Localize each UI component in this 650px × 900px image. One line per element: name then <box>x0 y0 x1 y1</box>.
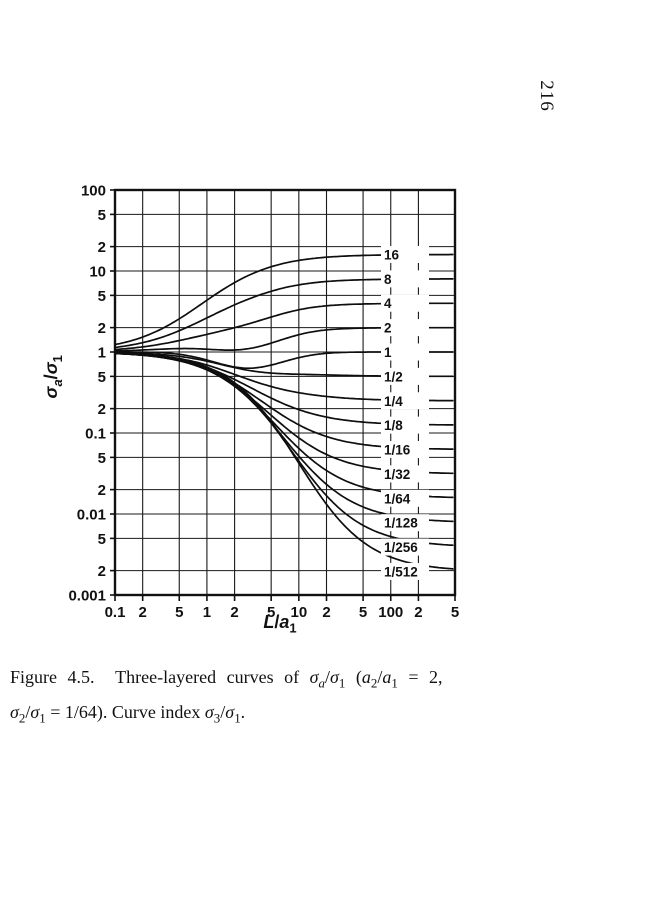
figure-caption: Figure 4.5. Three-layered curves of σa/σ… <box>10 663 562 732</box>
svg-text:2: 2 <box>98 239 106 256</box>
svg-text:1/4: 1/4 <box>384 394 403 409</box>
svg-text:1/32: 1/32 <box>384 467 410 482</box>
svg-text:2: 2 <box>98 401 106 418</box>
svg-text:5: 5 <box>98 450 106 467</box>
svg-text:8: 8 <box>384 272 392 287</box>
svg-text:1/256: 1/256 <box>384 540 418 555</box>
svg-text:2: 2 <box>98 482 106 499</box>
svg-text:2: 2 <box>138 604 146 621</box>
svg-text:0.1: 0.1 <box>85 426 106 443</box>
svg-text:2: 2 <box>384 321 392 336</box>
svg-text:5: 5 <box>98 369 106 386</box>
caption-line: Figure 4.5. Three-layered curves of σa/σ… <box>10 667 443 691</box>
svg-text:4: 4 <box>384 296 392 311</box>
svg-text:5: 5 <box>451 604 459 621</box>
svg-text:1/128: 1/128 <box>384 516 418 531</box>
svg-text:0.001: 0.001 <box>68 588 106 605</box>
three-layered-curves-chart: 0.1 2 5 1 2 5 10 2 5 100 2 5 100 5 2 10 5 2 1 5 2 0.1 5 2 0.01 5 2… <box>68 183 459 622</box>
svg-text:10: 10 <box>290 604 307 621</box>
svg-text:1: 1 <box>98 345 106 362</box>
svg-text:2: 2 <box>98 320 106 337</box>
svg-text:1/16: 1/16 <box>384 443 411 458</box>
svg-text:5: 5 <box>175 604 183 621</box>
svg-text:5: 5 <box>98 207 106 224</box>
svg-text:16: 16 <box>384 247 400 262</box>
svg-text:1/2: 1/2 <box>384 369 403 384</box>
svg-text:100: 100 <box>378 604 403 621</box>
svg-text:5: 5 <box>98 288 106 305</box>
svg-text:0.1: 0.1 <box>105 604 126 621</box>
svg-text:1/512: 1/512 <box>384 564 418 579</box>
x-axis-title: L/a1 <box>263 612 297 636</box>
svg-text:1: 1 <box>203 604 211 621</box>
svg-text:0.01: 0.01 <box>77 507 106 524</box>
svg-text:1/8: 1/8 <box>384 418 403 433</box>
page-number: 216 <box>536 80 557 112</box>
svg-text:100: 100 <box>81 183 106 200</box>
svg-text:2: 2 <box>230 604 238 621</box>
svg-text:10: 10 <box>89 264 106 281</box>
svg-text:2: 2 <box>98 563 106 580</box>
caption-line: σ2/σ1 = 1/64). Curve index σ3/σ1. <box>10 701 246 726</box>
svg-text:5: 5 <box>267 604 275 621</box>
svg-text:1: 1 <box>384 345 392 360</box>
svg-text:2: 2 <box>322 604 330 621</box>
svg-text:5: 5 <box>98 531 106 548</box>
svg-text:1/64: 1/64 <box>384 491 411 506</box>
svg-text:5: 5 <box>359 604 367 621</box>
svg-text:2: 2 <box>414 604 422 621</box>
